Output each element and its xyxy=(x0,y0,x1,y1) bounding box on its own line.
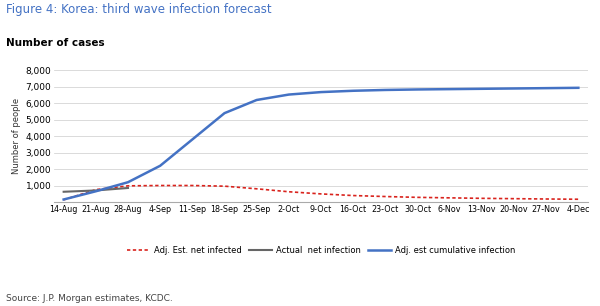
Line: Adj. Est. net infected: Adj. Est. net infected xyxy=(64,185,578,200)
Adj. Est. net infected xyxy=(446,196,453,200)
Adj. Est. net infected xyxy=(350,194,357,197)
Adj. est cumulative infection xyxy=(575,86,582,90)
Adj. est cumulative infection xyxy=(350,89,357,93)
Actual  net infection xyxy=(60,190,67,194)
Adj. Est. net infected xyxy=(414,196,421,199)
Adj. est cumulative infection xyxy=(511,87,518,90)
Actual  net infection xyxy=(124,186,131,190)
Adj. Est. net infected xyxy=(478,196,485,200)
Adj. est cumulative infection xyxy=(542,86,550,90)
Adj. Est. net infected xyxy=(285,190,292,194)
Adj. Est. net infected xyxy=(382,195,389,198)
Adj. Est. net infected xyxy=(511,197,518,200)
Line: Actual  net infection: Actual net infection xyxy=(64,188,128,192)
Text: Figure 4: Korea: third wave infection forecast: Figure 4: Korea: third wave infection fo… xyxy=(6,3,272,16)
Adj. Est. net infected xyxy=(124,184,131,188)
Adj. Est. net infected xyxy=(189,184,196,187)
Adj. Est. net infected xyxy=(253,187,260,191)
Adj. Est. net infected xyxy=(542,197,550,201)
Adj. Est. net infected xyxy=(221,184,228,188)
Adj. est cumulative infection xyxy=(478,87,485,91)
Text: Number of cases: Number of cases xyxy=(6,38,104,48)
Actual  net infection xyxy=(92,188,100,192)
Y-axis label: Number of people: Number of people xyxy=(13,98,22,174)
Adj. Est. net infected xyxy=(60,198,67,202)
Adj. Est. net infected xyxy=(92,188,100,192)
Adj. est cumulative infection xyxy=(285,93,292,96)
Legend: Adj. Est. net infected, Actual  net infection, Adj. est cumulative infection: Adj. Est. net infected, Actual net infec… xyxy=(123,243,519,259)
Adj. est cumulative infection xyxy=(221,111,228,115)
Adj. est cumulative infection xyxy=(124,180,131,184)
Adj. est cumulative infection xyxy=(317,90,325,94)
Line: Adj. est cumulative infection: Adj. est cumulative infection xyxy=(64,88,578,200)
Adj. est cumulative infection xyxy=(414,88,421,91)
Adj. est cumulative infection xyxy=(253,98,260,102)
Adj. est cumulative infection xyxy=(92,189,100,193)
Adj. est cumulative infection xyxy=(446,87,453,91)
Adj. Est. net infected xyxy=(157,184,164,187)
Adj. est cumulative infection xyxy=(60,198,67,201)
Adj. est cumulative infection xyxy=(157,164,164,168)
Adj. Est. net infected xyxy=(317,192,325,196)
Adj. est cumulative infection xyxy=(189,138,196,141)
Adj. Est. net infected xyxy=(575,197,582,201)
Adj. est cumulative infection xyxy=(382,88,389,92)
Text: Source: J.P. Morgan estimates, KCDC.: Source: J.P. Morgan estimates, KCDC. xyxy=(6,294,173,303)
